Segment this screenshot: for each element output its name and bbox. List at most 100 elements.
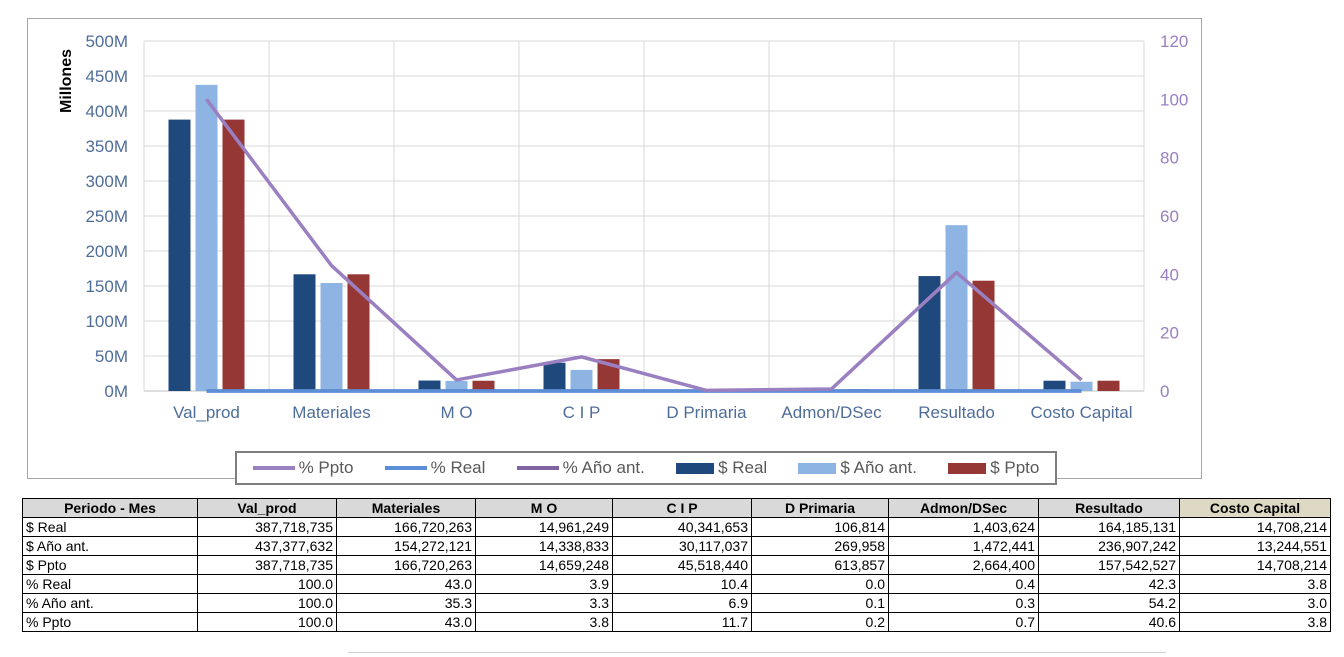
x-tick-label: D Primaria <box>666 403 747 422</box>
bar-a-o-ant <box>321 283 343 391</box>
table-row-label: % Año ant. <box>23 594 198 613</box>
table-cell: 154,272,121 <box>337 537 476 556</box>
legend-swatch <box>948 463 986 474</box>
legend-swatch <box>517 466 559 470</box>
table-cell: 43.0 <box>337 613 476 632</box>
x-tick-label: C I P <box>563 403 601 422</box>
table-header-cell: Materiales <box>337 499 476 518</box>
table-cell: 0.3 <box>889 594 1039 613</box>
table-cell: 35.3 <box>337 594 476 613</box>
table-cell: 269,958 <box>752 537 889 556</box>
table-cell: 0.0 <box>752 575 889 594</box>
table-cell: 3.8 <box>1180 613 1331 632</box>
table-header-cell: Admon/DSec <box>889 499 1039 518</box>
bar-real <box>544 363 566 391</box>
y2-tick-label: 20 <box>1160 324 1179 343</box>
bar-a-o-ant <box>196 85 218 391</box>
y-tick-label: 450M <box>85 67 128 86</box>
table-cell: 164,185,131 <box>1039 518 1180 537</box>
y2-tick-label: 40 <box>1160 265 1179 284</box>
table-cell: 3.9 <box>476 575 613 594</box>
table-row-label: $ Real <box>23 518 198 537</box>
legend-label: % Real <box>431 458 486 478</box>
y-tick-label: 50M <box>95 347 128 366</box>
next-section-edge <box>348 652 1166 657</box>
chart-frame: 0M 50M 100M 150M 200M 250M 300M 350M 400M 450M 500… <box>27 18 1202 479</box>
table-cell: 236,907,242 <box>1039 537 1180 556</box>
table-header-cell: C I P <box>613 499 752 518</box>
y-tick-label: 150M <box>85 277 128 296</box>
bar-real <box>919 276 941 391</box>
y-axis-title: Millones <box>58 49 75 113</box>
table-header-cell: Val_prod <box>198 499 337 518</box>
table-cell: 1,472,441 <box>889 537 1039 556</box>
table-cell: 43.0 <box>337 575 476 594</box>
legend-item: % Ppto <box>253 458 354 478</box>
table-cell: 0.4 <box>889 575 1039 594</box>
table-cell: 437,377,632 <box>198 537 337 556</box>
bar-ppto <box>223 120 245 391</box>
table-cell: 1,403,624 <box>889 518 1039 537</box>
bar-a-o-ant <box>946 225 968 391</box>
table-cell: 40,341,653 <box>613 518 752 537</box>
table-row-label: $ Año ant. <box>23 537 198 556</box>
x-tick-label: Admon/DSec <box>781 403 882 422</box>
table-cell: 0.2 <box>752 613 889 632</box>
x-tick-label: M O <box>440 403 472 422</box>
table-row-label: % Real <box>23 575 198 594</box>
table-cell: 14,708,214 <box>1180 556 1331 575</box>
y2-tick-label: 120 <box>1160 32 1188 51</box>
x-tick-label: Materiales <box>292 403 370 422</box>
table-cell: 100.0 <box>198 613 337 632</box>
legend-label: % Ppto <box>299 458 354 478</box>
legend-item: $ Real <box>676 458 767 478</box>
legend-label: % Año ant. <box>563 458 645 478</box>
y-tick-label: 500M <box>85 32 128 51</box>
y-tick-label: 0M <box>104 382 128 401</box>
chart-legend: % Ppto % Real % Año ant. $ Real $ Año ant. $ … <box>235 451 1057 485</box>
table-cell: 14,961,249 <box>476 518 613 537</box>
legend-swatch <box>253 466 295 470</box>
y2-tick-label: 60 <box>1160 207 1179 226</box>
table-cell: 6.9 <box>613 594 752 613</box>
y2-tick-label: 0 <box>1160 382 1169 401</box>
legend-swatch <box>385 466 427 470</box>
y-tick-label: 350M <box>85 137 128 156</box>
y-tick-label: 100M <box>85 312 128 331</box>
x-tick-label: Resultado <box>918 403 995 422</box>
y-tick-label: 200M <box>85 242 128 261</box>
table-cell: 100.0 <box>198 594 337 613</box>
y-tick-label: 400M <box>85 102 128 121</box>
table-cell: 0.1 <box>752 594 889 613</box>
table-row-label: $ Ppto <box>23 556 198 575</box>
y-tick-label: 250M <box>85 207 128 226</box>
table-cell: 3.0 <box>1180 594 1331 613</box>
table-cell: 3.8 <box>1180 575 1331 594</box>
table-cell: 3.3 <box>476 594 613 613</box>
bar-a-o-ant <box>571 370 593 391</box>
y2-tick-label: 80 <box>1160 149 1179 168</box>
chart-plot: 0M 50M 100M 150M 200M 250M 300M 350M 400M 450M 500… <box>28 19 1203 480</box>
table-header-cell: Costo Capital <box>1180 499 1331 518</box>
legend-label: $ Ppto <box>990 458 1039 478</box>
table-cell: 613,857 <box>752 556 889 575</box>
bar-real <box>294 274 316 391</box>
legend-label: $ Real <box>718 458 767 478</box>
legend-item: % Real <box>385 458 486 478</box>
x-tick-label: Costo Capital <box>1030 403 1132 422</box>
bar-real <box>169 120 191 391</box>
table-cell: 387,718,735 <box>198 556 337 575</box>
table-cell: 30,117,037 <box>613 537 752 556</box>
table-cell: 11.7 <box>613 613 752 632</box>
table-cell: 106,814 <box>752 518 889 537</box>
table-cell: 45,518,440 <box>613 556 752 575</box>
table-cell: 10.4 <box>613 575 752 594</box>
y-tick-label: 300M <box>85 172 128 191</box>
legend-label: $ Año ant. <box>840 458 917 478</box>
